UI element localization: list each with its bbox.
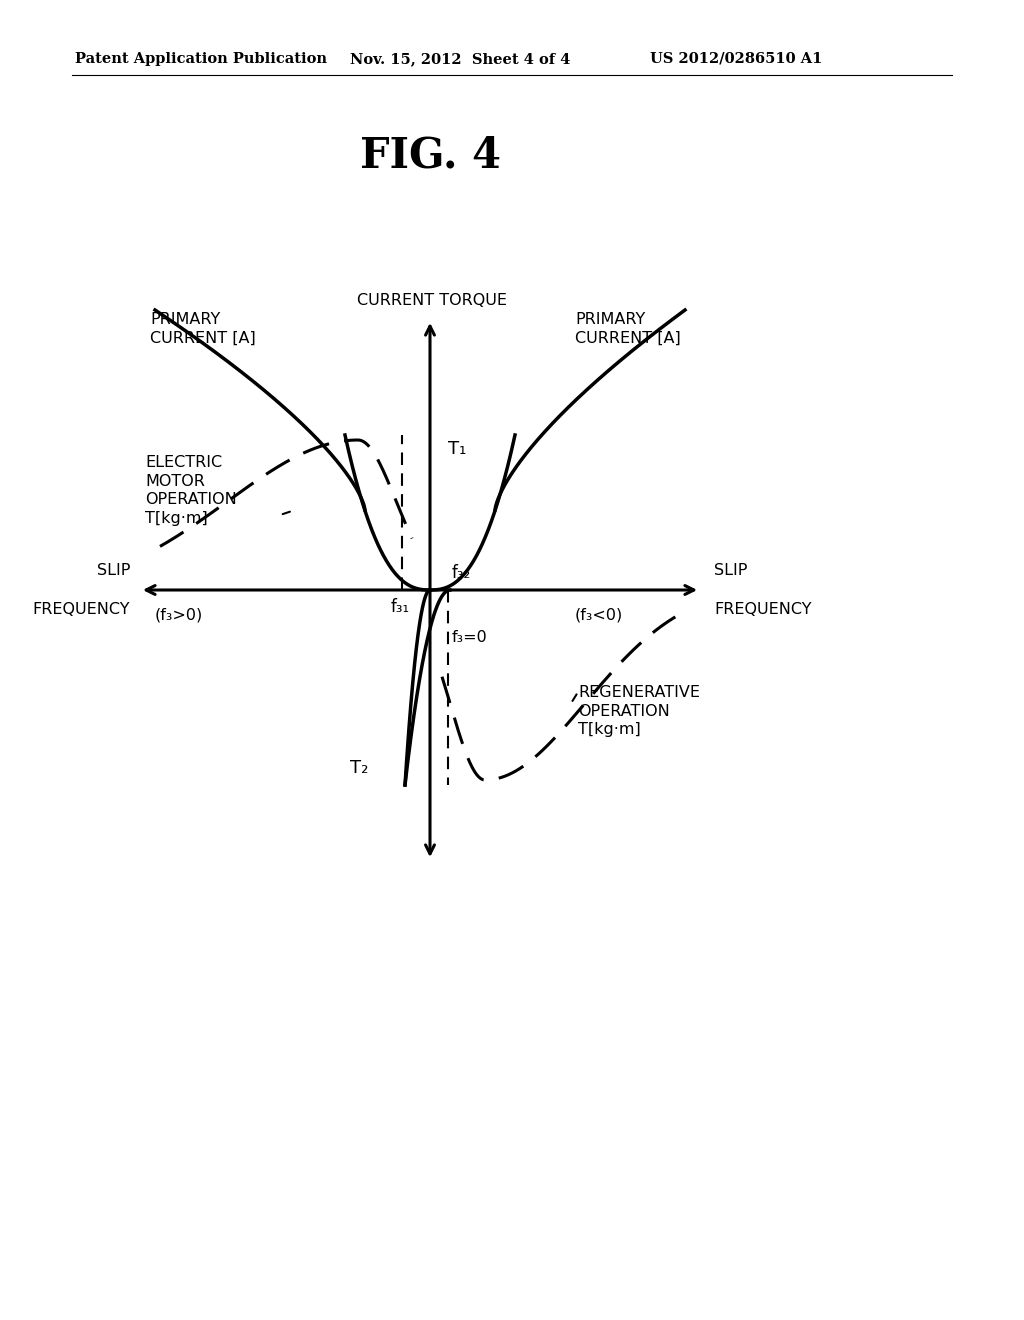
Text: FREQUENCY: FREQUENCY — [714, 602, 811, 616]
Text: ELECTRIC
MOTOR
OPERATION
T[kg·m]: ELECTRIC MOTOR OPERATION T[kg·m] — [145, 455, 237, 525]
Text: Patent Application Publication: Patent Application Publication — [75, 51, 327, 66]
Text: f₃₂: f₃₂ — [452, 564, 471, 582]
Text: T₂: T₂ — [350, 759, 369, 777]
Text: CURRENT TORQUE: CURRENT TORQUE — [357, 293, 507, 308]
Text: f₃₁: f₃₁ — [390, 598, 410, 616]
Text: f₃=0: f₃=0 — [452, 630, 487, 645]
Text: SLIP: SLIP — [714, 564, 748, 578]
Text: (f₃<0): (f₃<0) — [575, 609, 624, 623]
Text: PRIMARY
CURRENT [A]: PRIMARY CURRENT [A] — [150, 312, 256, 346]
Text: (f₃>0): (f₃>0) — [155, 609, 203, 623]
Text: REGENERATIVE
OPERATION
T[kg·m]: REGENERATIVE OPERATION T[kg·m] — [578, 685, 700, 737]
Text: US 2012/0286510 A1: US 2012/0286510 A1 — [650, 51, 822, 66]
Text: FREQUENCY: FREQUENCY — [33, 602, 130, 616]
Text: T₁: T₁ — [449, 440, 466, 458]
Text: Nov. 15, 2012  Sheet 4 of 4: Nov. 15, 2012 Sheet 4 of 4 — [350, 51, 570, 66]
Text: PRIMARY
CURRENT [A]: PRIMARY CURRENT [A] — [575, 312, 681, 346]
Text: FIG. 4: FIG. 4 — [359, 135, 501, 177]
Text: SLIP: SLIP — [96, 564, 130, 578]
